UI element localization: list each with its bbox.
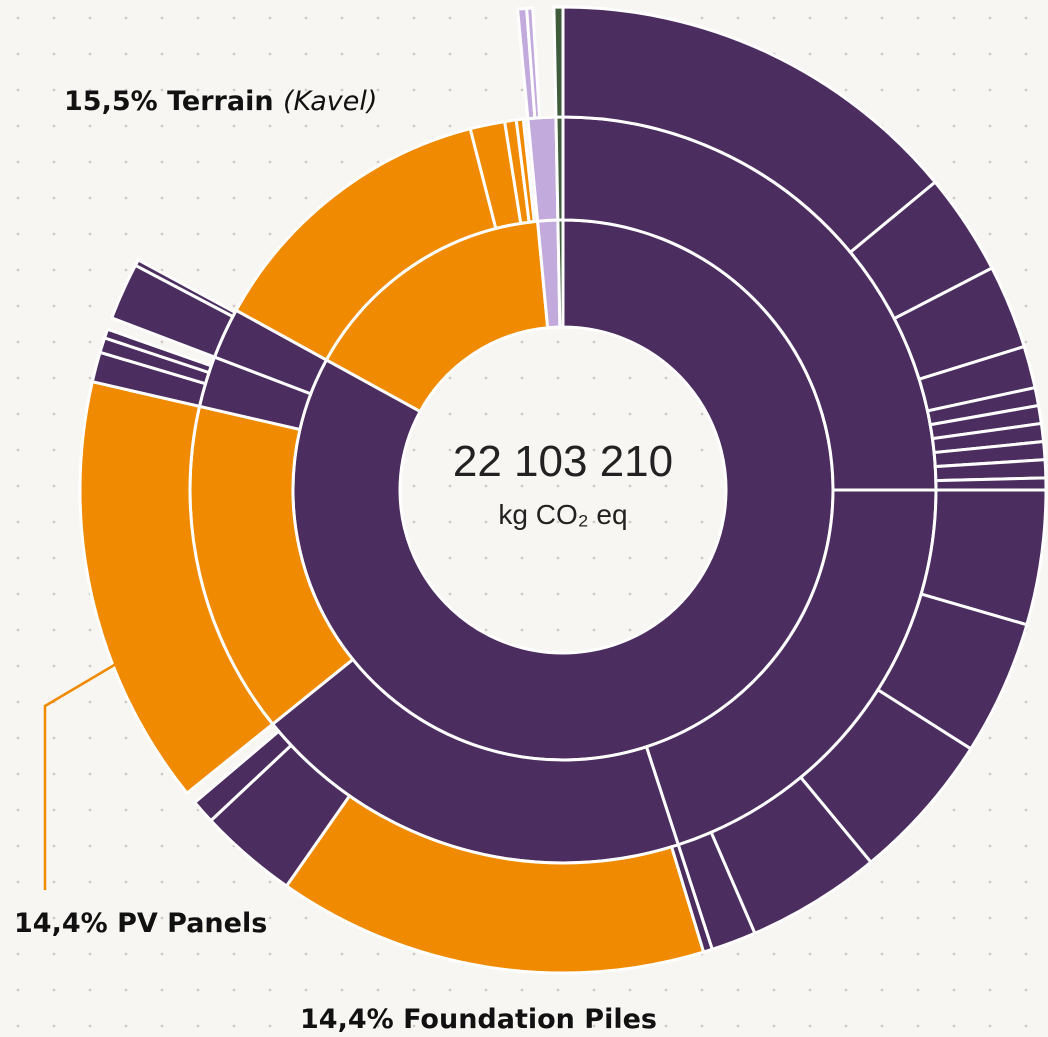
center-total: 22 103 210 (453, 437, 673, 486)
sunburst-segment (525, 6, 542, 120)
annotation-detail: (Kavel) (283, 86, 377, 117)
sunburst (78, 5, 1048, 975)
leader-line (43, 662, 117, 890)
center-unit: kg CO₂ eq (498, 499, 627, 530)
sunburst-segment (133, 257, 238, 319)
sunburst-segment (192, 729, 294, 823)
annotation: 15,5% Terrain (Kavel) (64, 86, 377, 117)
sunburst-segment (102, 327, 214, 375)
annotation: 14,4% PV Panels (14, 908, 267, 939)
annotation-text: 14,4% PV Panels (14, 908, 267, 939)
annotation-text: 14,4% Foundation Piles (300, 1004, 657, 1035)
sunburst-segment (552, 5, 565, 119)
sunburst-segment (556, 218, 565, 329)
sunburst-segment (554, 115, 565, 222)
sunburst-segment (514, 117, 536, 224)
sunburst-segment (934, 476, 1048, 492)
annotation-text: 15,5% Terrain (64, 86, 274, 117)
annotation: 14,4% Foundation Piles (300, 1004, 657, 1035)
